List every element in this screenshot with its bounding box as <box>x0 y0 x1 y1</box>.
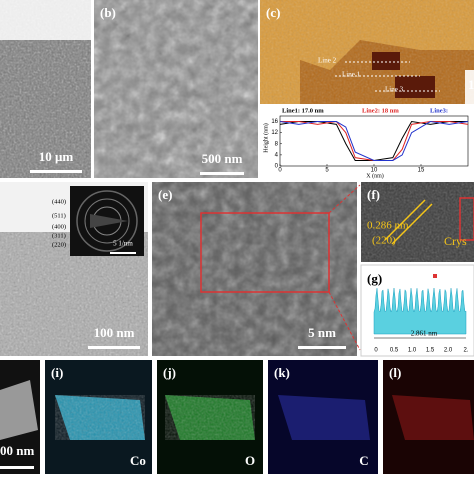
x-tick-label: 1.5 <box>426 348 435 354</box>
x-tick-label: 2. <box>463 348 468 354</box>
intensity-profile <box>373 287 467 335</box>
line-label: Line 3 <box>385 86 404 94</box>
y-tick-label: 12 <box>271 130 278 136</box>
panel-label: (i) <box>51 365 63 380</box>
profile-line <box>279 121 469 161</box>
ring-label: (511) <box>52 212 66 219</box>
line-label: Line 2 <box>318 57 337 65</box>
line-label: Line 1 <box>342 71 361 79</box>
ring-label: (400) <box>52 223 66 230</box>
x-tick-label: 5 <box>325 168 329 174</box>
note: Crys <box>444 234 467 248</box>
y-tick-label: 4 <box>275 152 279 158</box>
element: Co <box>130 453 146 468</box>
x-tick-label: 0.5 <box>390 348 399 354</box>
panel-c: (c) 1 Line 2 Line 1 Line 3 Height (nm) X… <box>260 0 474 179</box>
ring-label: (440) <box>52 198 66 205</box>
panel-label: (l) <box>389 365 401 380</box>
d-spacing: 0.286 nm <box>367 220 409 232</box>
y-tick-label: 16 <box>271 119 278 125</box>
panel-a: 10 μm <box>0 0 91 178</box>
element: O <box>245 453 255 468</box>
scale-label: 5 nm <box>308 325 336 340</box>
ring-label: (311) <box>52 232 66 239</box>
legend-entry: Line2: 18 nm <box>362 107 399 114</box>
x-tick-label: 10 <box>371 168 378 174</box>
inset-scale: 5 1/nm <box>113 240 133 248</box>
panel-e: (e) 5 nm <box>152 182 361 356</box>
legend-entry: Line1: 17.0 nm <box>282 107 324 114</box>
panel-label: (e) <box>158 187 172 202</box>
y-tick-label: 8 <box>275 141 279 147</box>
panel-h: 00 nm <box>0 360 40 474</box>
panel-label: (c) <box>266 5 280 20</box>
y-axis-label: Height (nm) <box>262 123 269 153</box>
scale-label: 500 nm <box>202 151 243 166</box>
panel-label: (k) <box>274 365 290 380</box>
scale-label: 00 nm <box>0 443 34 458</box>
element: C <box>359 453 368 468</box>
scale-label: 10 μm <box>39 149 74 164</box>
profile-plot: 0 4 8 12 16 0 5 10 15 Line1: 17.0 nm Line2: 18 nm L… <box>271 107 469 174</box>
panel-d: 5 1/nm (440) (511) (400) (311) (220) 100… <box>0 182 148 356</box>
x-tick-label: 0 <box>374 348 378 354</box>
panel-label: (j) <box>163 365 176 380</box>
legend-entry: Line3: <box>430 107 448 114</box>
panel-b: (b) 500 nm <box>94 0 258 178</box>
scale-label: 1 <box>468 77 474 92</box>
ring-label: (220) <box>52 241 66 248</box>
x-tick-label: 1.0 <box>408 348 417 354</box>
scale-label: 100 nm <box>94 325 135 340</box>
panel-k: (k) C <box>268 360 378 474</box>
plane: (220) <box>372 235 396 247</box>
x-tick-label: 0 <box>278 168 282 174</box>
panel-label: (b) <box>100 5 116 20</box>
panel-i: (i) Co <box>45 360 152 474</box>
y-tick-label: 0 <box>275 164 279 170</box>
panel-label: (g) <box>367 271 382 286</box>
x-tick-label: 2.0 <box>444 348 453 354</box>
x-axis-label: X (nm) <box>366 172 384 179</box>
panel-l: (l) <box>383 360 474 474</box>
panel-j: (j) O <box>157 360 263 474</box>
panel-f: (f) 0.286 nm (220) Crys <box>361 182 474 262</box>
panel-g: (g) 2.861 nm 0 0.5 1.0 1.5 2.0 2. <box>360 264 474 357</box>
panel-label: (f) <box>367 187 380 202</box>
x-tick-label: 15 <box>418 168 425 174</box>
distance: 2.861 nm <box>411 330 438 338</box>
